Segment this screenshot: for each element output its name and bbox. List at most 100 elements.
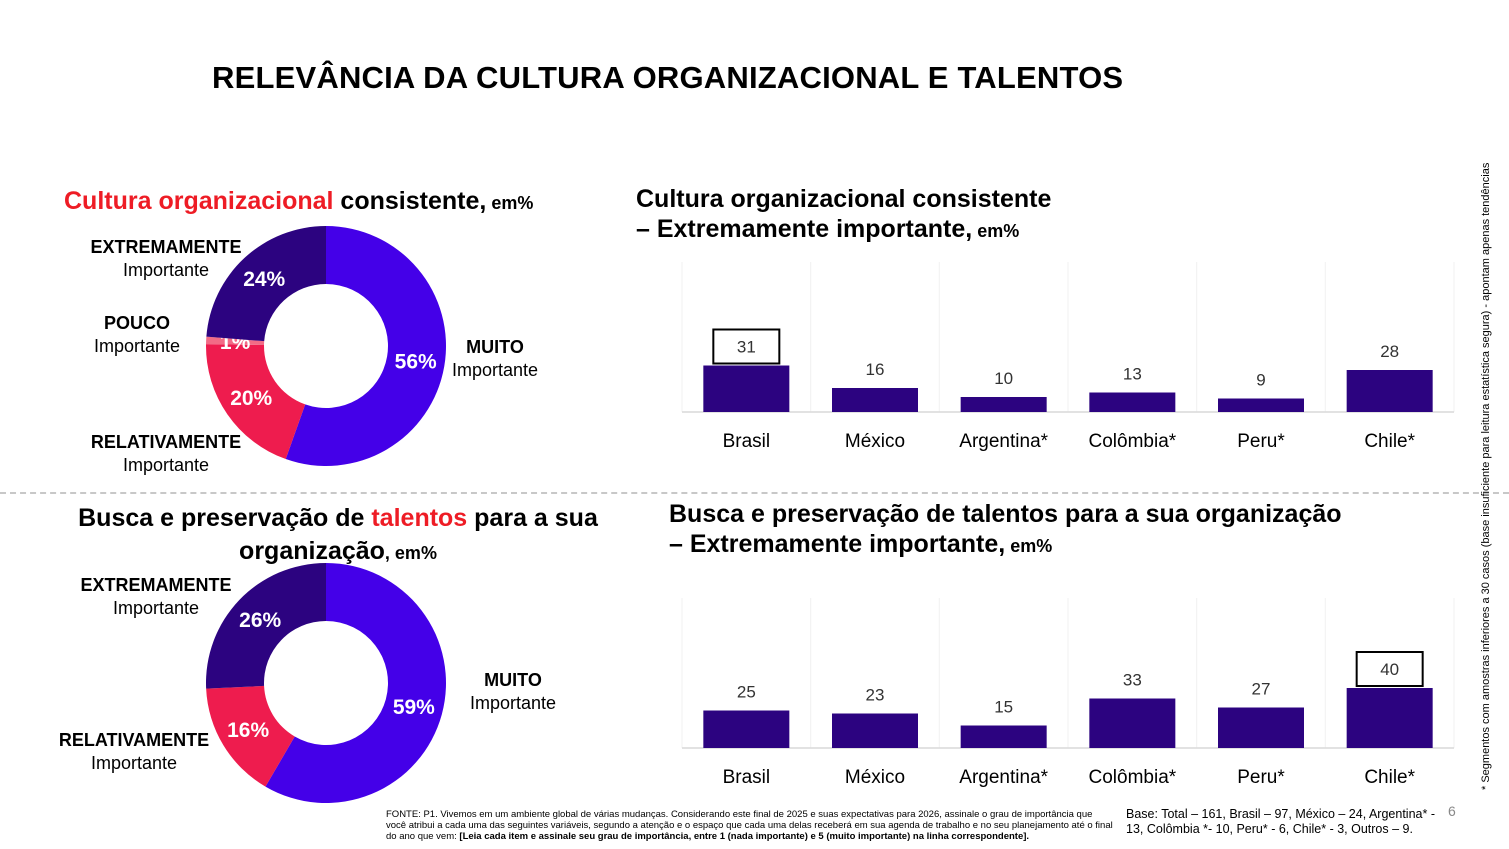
top-label-muito: MUITO Importante <box>440 336 550 382</box>
footer-source-bold: [Leia cada item e assinale seu grau de i… <box>459 831 1030 842</box>
bottom-donut-chart: 59% 16% 26% <box>206 563 446 803</box>
bottom-donut-title-line1: Busca e preservação de talentos para a s… <box>68 503 608 533</box>
top-bar-bar-2 <box>960 397 1047 412</box>
top-bar-value-0: 31 <box>737 338 756 357</box>
bottom-label-relativamente-text: Importante <box>90 753 178 773</box>
top-donut-slice-label-3: 24% <box>243 268 285 291</box>
top-label-pouco-text: Importante <box>93 336 181 356</box>
top-donut-chart: 56%20%1%24% <box>206 226 446 466</box>
top-donut-slice-3 <box>206 226 326 342</box>
bottom-bar-title-unit: em% <box>1005 536 1053 556</box>
top-bar-category-4: Peru* <box>1237 431 1285 452</box>
bottom-label-muito: MUITO Importante <box>458 669 568 715</box>
top-bar-bar-5 <box>1346 370 1433 412</box>
top-donut-slice-0 <box>285 226 446 466</box>
top-label-extremamente-bold: EXTREMAMENTE <box>90 237 242 257</box>
bottom-bar-category-1: México <box>845 767 905 788</box>
top-bar-category-0: Brasil <box>723 431 771 452</box>
bottom-bar-bar-4 <box>1218 707 1304 748</box>
bottom-bar-value-5: 40 <box>1380 660 1399 679</box>
bottom-label-muito-text: Importante <box>469 693 557 713</box>
top-bar-bar-0 <box>703 365 790 412</box>
footer-source-text: FONTE: P1. Vivemos em um ambiente global… <box>386 809 1113 842</box>
bottom-donut-title: Busca e preservação de talentos para a s… <box>68 503 608 568</box>
bottom-label-relativamente-bold: RELATIVAMENTE <box>58 730 210 750</box>
bottom-bar-category-2: Argentina* <box>959 767 1048 788</box>
bottom-label-extremamente: EXTREMAMENTE Importante <box>76 574 236 620</box>
footer-source: FONTE: P1. Vivemos em um ambiente global… <box>386 809 1114 842</box>
top-label-pouco-bold: POUCO <box>103 313 170 333</box>
top-bar-title-line2-wrap: – Extremamente importante, em% <box>636 214 1051 246</box>
bottom-bar-category-5: Chile* <box>1364 767 1415 788</box>
bottom-bar-bar-5 <box>1346 688 1433 748</box>
top-label-relativamente-bold: RELATIVAMENTE <box>90 432 242 452</box>
bottom-donut-title-line2: organização, em% <box>68 536 608 568</box>
section-divider <box>0 492 1509 494</box>
top-donut-slice-1 <box>206 344 306 460</box>
top-bar-value-5: 28 <box>1380 342 1399 361</box>
bottom-bar-category-0: Brasil <box>723 767 771 788</box>
top-donut-title-unit: em% <box>486 193 534 213</box>
top-bar-bar-1 <box>832 388 918 412</box>
top-bar-value-4: 9 <box>1256 371 1265 390</box>
top-bar-category-2: Argentina* <box>959 431 1048 452</box>
bottom-bar-chart: 25 Brasil 23 México 15 Argentina* 33 Colômbia* 2… <box>681 598 1455 788</box>
bottom-donut-slice-0 <box>265 563 446 803</box>
bottom-bar-value-0: 25 <box>737 683 756 702</box>
bottom-donut-slice-1 <box>206 685 295 787</box>
bottom-bar-category-3: Colômbia* <box>1089 767 1177 788</box>
bottom-bar-category-4: Peru* <box>1237 767 1285 788</box>
top-label-muito-bold: MUITO <box>466 337 524 357</box>
top-label-relativamente: RELATIVAMENTE Importante <box>86 431 246 477</box>
bottom-bar-title-line2-wrap: – Extremamente importante, em% <box>669 529 1342 561</box>
top-bar-title-unit: em% <box>972 221 1020 241</box>
top-bar-title-line2: – Extremamente importante, <box>636 215 973 243</box>
bottom-donut-slice-2 <box>206 563 326 689</box>
top-bar-category-3: Colômbia* <box>1089 431 1177 452</box>
bottom-label-relativamente: RELATIVAMENTE Importante <box>54 729 214 775</box>
page-number: 6 <box>1448 803 1456 819</box>
top-label-relativamente-text: Importante <box>122 455 210 475</box>
bottom-bar-value-2: 15 <box>994 698 1013 717</box>
top-bar-value-2: 10 <box>994 369 1013 388</box>
bottom-bar-title-line1: Busca e preservação de talentos para a s… <box>669 500 1342 528</box>
top-bar-chart: 31 Brasil 16 México 10 Argentina* 13 Colômbia* 9… <box>681 262 1455 452</box>
bottom-label-muito-bold: MUITO <box>484 670 542 690</box>
bottom-bar-highlight-box-5 <box>1355 651 1424 687</box>
page-title: RELEVÂNCIA DA CULTURA ORGANIZACIONAL E T… <box>212 60 1124 95</box>
bottom-bar-value-3: 33 <box>1123 671 1142 690</box>
top-label-extremamente: EXTREMAMENTE Importante <box>86 236 246 282</box>
top-bar-category-1: México <box>845 431 905 452</box>
bottom-bar-bar-1 <box>832 713 918 748</box>
top-bar-category-5: Chile* <box>1364 431 1415 452</box>
top-donut-slice-2 <box>206 336 265 346</box>
top-bar-bar-3 <box>1089 392 1176 412</box>
top-donut-title: Cultura organizacional consistente, em% <box>64 186 533 218</box>
bottom-label-extremamente-bold: EXTREMAMENTE <box>80 575 232 595</box>
bottom-label-extremamente-text: Importante <box>112 598 200 618</box>
top-donut-slice-label-0: 56% <box>395 350 437 373</box>
bottom-bar-bar-0 <box>703 710 790 748</box>
bottom-donut-title-b: para a sua <box>467 504 598 532</box>
top-bar-bar-4 <box>1218 398 1304 412</box>
bottom-bar-title: Busca e preservação de talentos para a s… <box>669 499 1342 561</box>
top-bar-value-1: 16 <box>866 360 885 379</box>
top-bar-highlight-box-0 <box>712 328 781 365</box>
top-bar-value-3: 13 <box>1123 365 1142 384</box>
top-label-pouco: POUCO Importante <box>82 312 192 358</box>
bottom-donut-title-unit: , em% <box>384 543 437 563</box>
top-label-extremamente-text: Importante <box>122 260 210 280</box>
bottom-bar-bar-3 <box>1089 698 1176 748</box>
bottom-donut-slice-label-0: 59% <box>393 696 435 719</box>
bottom-donut-title-highlight: talentos <box>371 504 468 532</box>
bottom-bar-value-4: 27 <box>1252 680 1271 699</box>
top-donut-title-highlight: Cultura organizacional <box>64 187 334 215</box>
bottom-donut-title-a: Busca e preservação de <box>78 504 372 532</box>
top-donut-title-rest: consistente, <box>333 187 487 215</box>
top-bar-title: Cultura organizacional consistente – Ext… <box>636 184 1051 246</box>
bottom-bar-title-line2: – Extremamente importante, <box>669 530 1006 558</box>
side-note: * Segmentos com amostras inferiores a 30… <box>1480 162 1492 790</box>
top-donut-slice-label-1: 20% <box>230 387 272 410</box>
bottom-donut-slice-label-1: 16% <box>227 719 269 742</box>
bottom-donut-slice-label-2: 26% <box>239 609 281 632</box>
